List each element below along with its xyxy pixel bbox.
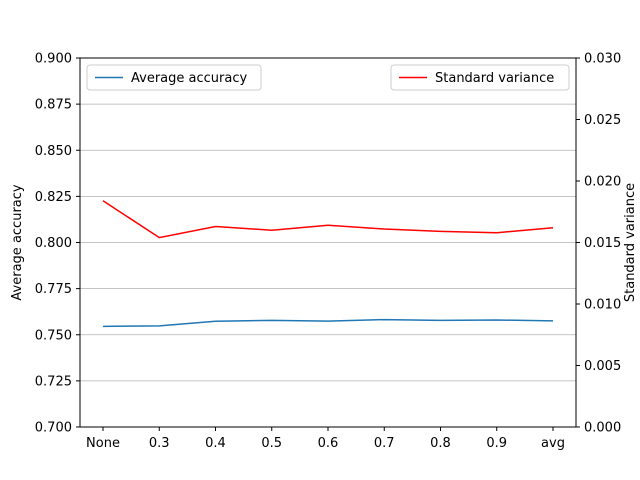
legend-right: Standard variance: [390, 64, 570, 91]
y-axis-left-label: Average accuracy: [10, 184, 25, 300]
y-right-tick-label: 0.020: [584, 175, 621, 190]
y-left-tick-label: 0.750: [35, 328, 72, 343]
x-tick-label: avg: [541, 436, 565, 451]
series-line: [102, 200, 554, 239]
series-layer: [102, 200, 554, 328]
legend-left: Average accuracy: [86, 64, 262, 91]
y-left-tick-label: 0.700: [35, 421, 72, 436]
y-right-tick-label: 0.015: [584, 236, 621, 251]
x-tick-label: 0.6: [318, 436, 339, 451]
y-right-tick-label: 0.010: [584, 298, 621, 313]
legend-box: [390, 64, 570, 91]
x-tick-label: None: [86, 436, 120, 451]
y-right-tick-label: 0.005: [584, 359, 621, 374]
grid-lines: [80, 103, 576, 382]
y-left-tick-label: 0.850: [35, 144, 72, 159]
x-tick-label: 0.8: [430, 436, 451, 451]
y-left-tick-label: 0.900: [35, 52, 72, 67]
series-line: [102, 318, 554, 328]
legend-box: [86, 64, 262, 91]
y-right-tick-label: 0.030: [584, 52, 621, 67]
y-right-tick-label: 0.025: [584, 113, 621, 128]
x-tick-label: 0.5: [261, 436, 282, 451]
y-right-tick-label: 0.000: [584, 421, 621, 436]
x-tick-label: 0.7: [374, 436, 395, 451]
x-tick-label: 0.9: [486, 436, 507, 451]
y-axis-right-label: Standard variance: [623, 183, 638, 302]
y-axis-right: 0.000 0.005 0.010 0.015 0.020 0.025 0.030: [576, 52, 621, 436]
legend-label: Standard variance: [435, 71, 554, 86]
y-left-tick-label: 0.725: [35, 374, 72, 389]
y-left-tick-label: 0.775: [35, 282, 72, 297]
y-left-tick-label: 0.875: [35, 98, 72, 113]
y-axis-left: 0.700 0.725 0.750 0.775 0.800 0.825 0.850 0.875…: [35, 52, 80, 436]
y-left-tick-label: 0.825: [35, 190, 72, 205]
x-tick-label: 0.3: [149, 436, 170, 451]
legend-label: Average accuracy: [131, 71, 247, 86]
x-tick-label: 0.4: [205, 436, 226, 451]
y-left-tick-label: 0.800: [35, 236, 72, 251]
x-axis: None 0.3 0.4 0.5 0.6 0.7 0.8 0.9 avg: [86, 427, 565, 451]
